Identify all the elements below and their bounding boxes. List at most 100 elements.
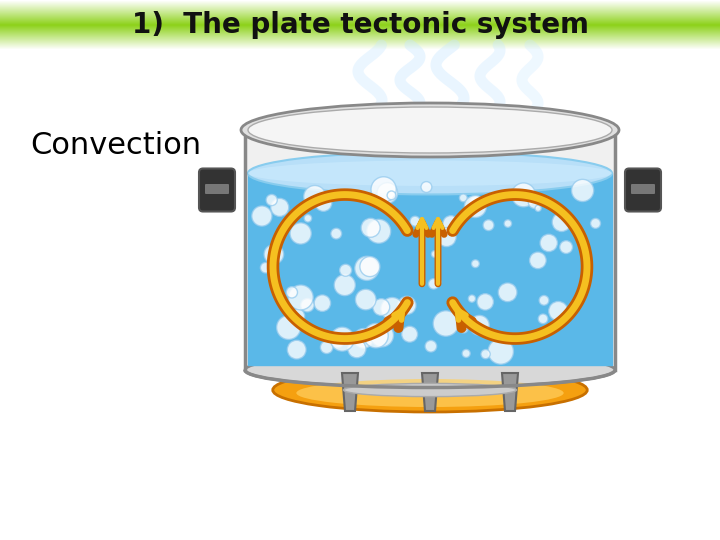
- Bar: [0, 4, 720, 5]
- Ellipse shape: [297, 379, 564, 407]
- FancyBboxPatch shape: [631, 184, 655, 194]
- Circle shape: [564, 310, 573, 319]
- Bar: [0, 17, 720, 18]
- Circle shape: [539, 314, 548, 323]
- Bar: [0, 42, 720, 43]
- Circle shape: [535, 205, 541, 211]
- Circle shape: [463, 322, 470, 329]
- Bar: [0, 32, 720, 33]
- Circle shape: [402, 326, 418, 342]
- Polygon shape: [422, 373, 438, 411]
- Bar: [0, 19, 720, 20]
- Circle shape: [290, 309, 305, 323]
- Bar: [0, 47, 720, 48]
- Circle shape: [334, 274, 355, 295]
- Circle shape: [540, 234, 557, 252]
- Ellipse shape: [273, 368, 588, 412]
- Circle shape: [483, 220, 494, 231]
- Bar: [0, 29, 720, 30]
- Circle shape: [529, 252, 546, 269]
- Circle shape: [459, 324, 468, 333]
- Bar: [0, 6, 720, 7]
- Circle shape: [468, 295, 475, 302]
- Circle shape: [498, 283, 517, 302]
- Bar: [0, 48, 720, 49]
- Bar: [0, 39, 720, 40]
- Circle shape: [314, 295, 330, 312]
- Bar: [0, 44, 720, 45]
- Bar: [0, 35, 720, 36]
- FancyBboxPatch shape: [205, 184, 229, 194]
- Text: Convection: Convection: [30, 131, 201, 159]
- Circle shape: [421, 181, 432, 192]
- Circle shape: [287, 340, 306, 359]
- Bar: [0, 49, 720, 50]
- Bar: [0, 25, 720, 26]
- Circle shape: [331, 228, 341, 239]
- FancyBboxPatch shape: [625, 168, 661, 212]
- Bar: [0, 1, 720, 2]
- Bar: [0, 45, 720, 46]
- Bar: [0, 10, 720, 11]
- Ellipse shape: [248, 107, 612, 153]
- Ellipse shape: [248, 152, 612, 194]
- Circle shape: [477, 294, 493, 310]
- Bar: [0, 12, 720, 13]
- Bar: [0, 46, 720, 47]
- Bar: [0, 26, 720, 27]
- Circle shape: [373, 299, 390, 315]
- Bar: [0, 28, 720, 29]
- Circle shape: [252, 206, 272, 226]
- Circle shape: [371, 177, 396, 202]
- Circle shape: [340, 264, 351, 276]
- Circle shape: [434, 279, 441, 286]
- Circle shape: [261, 262, 271, 273]
- Ellipse shape: [245, 353, 615, 388]
- Circle shape: [469, 196, 485, 212]
- Bar: [0, 24, 720, 25]
- Circle shape: [481, 349, 490, 359]
- Bar: [0, 31, 720, 32]
- Circle shape: [443, 215, 459, 232]
- Circle shape: [290, 223, 311, 244]
- Circle shape: [381, 298, 403, 320]
- Circle shape: [552, 213, 571, 232]
- Circle shape: [370, 323, 394, 347]
- Bar: [0, 43, 720, 44]
- Circle shape: [366, 219, 391, 243]
- Circle shape: [462, 349, 470, 357]
- Ellipse shape: [241, 103, 619, 157]
- Ellipse shape: [343, 383, 516, 396]
- Bar: [0, 41, 720, 42]
- Circle shape: [387, 191, 396, 200]
- Bar: [0, 9, 720, 10]
- Bar: [0, 18, 720, 19]
- Circle shape: [360, 256, 380, 276]
- Bar: [0, 27, 720, 28]
- Bar: [0, 30, 720, 31]
- Circle shape: [355, 256, 379, 280]
- Circle shape: [459, 194, 467, 202]
- Circle shape: [315, 194, 332, 211]
- Bar: [0, 0, 720, 1]
- Bar: [0, 38, 720, 39]
- Ellipse shape: [248, 160, 612, 186]
- Bar: [0, 36, 720, 37]
- Bar: [0, 34, 720, 35]
- Bar: [0, 5, 720, 6]
- Circle shape: [428, 279, 439, 289]
- Circle shape: [431, 251, 438, 258]
- Circle shape: [539, 295, 549, 305]
- Circle shape: [397, 296, 416, 314]
- Circle shape: [271, 198, 289, 217]
- Circle shape: [472, 260, 480, 268]
- Bar: [0, 14, 720, 15]
- Circle shape: [425, 340, 437, 352]
- Bar: [0, 11, 720, 12]
- Bar: [0, 22, 720, 23]
- Circle shape: [590, 218, 600, 228]
- Circle shape: [264, 245, 284, 264]
- Circle shape: [377, 183, 397, 203]
- Circle shape: [288, 285, 313, 310]
- Circle shape: [512, 183, 536, 207]
